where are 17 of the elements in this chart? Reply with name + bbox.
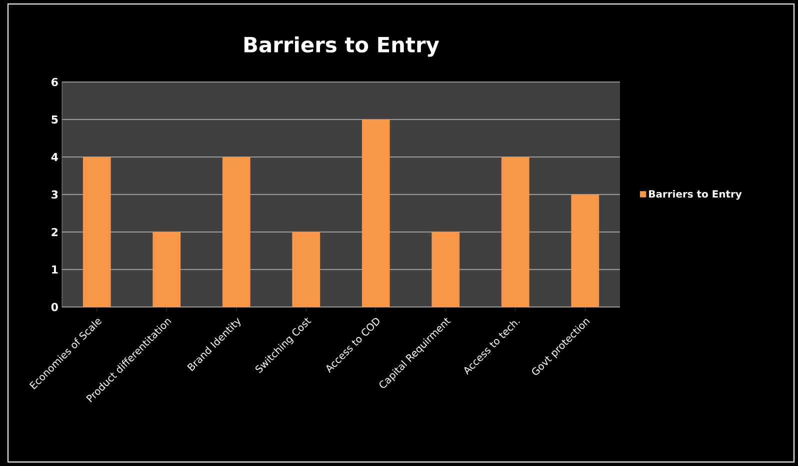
bar (571, 194, 600, 308)
y-tick-label: 4 (51, 153, 58, 161)
y-tick-label: 1 (52, 266, 58, 274)
bar (152, 232, 181, 308)
y-tick-label: 2 (52, 228, 58, 236)
bar (222, 157, 250, 308)
y-tick-label: 5 (52, 115, 58, 124)
bar (292, 232, 320, 308)
legend-label: Barriers to Entry (649, 190, 742, 200)
bar (362, 120, 390, 308)
y-tick-label: 0 (51, 302, 58, 312)
bar (501, 157, 530, 308)
bar (82, 157, 111, 308)
chart-title: Barriers to Entry (244, 36, 440, 57)
y-tick-label: 6 (52, 78, 58, 86)
y-tick-label: 3 (52, 190, 58, 199)
bar (432, 232, 460, 308)
